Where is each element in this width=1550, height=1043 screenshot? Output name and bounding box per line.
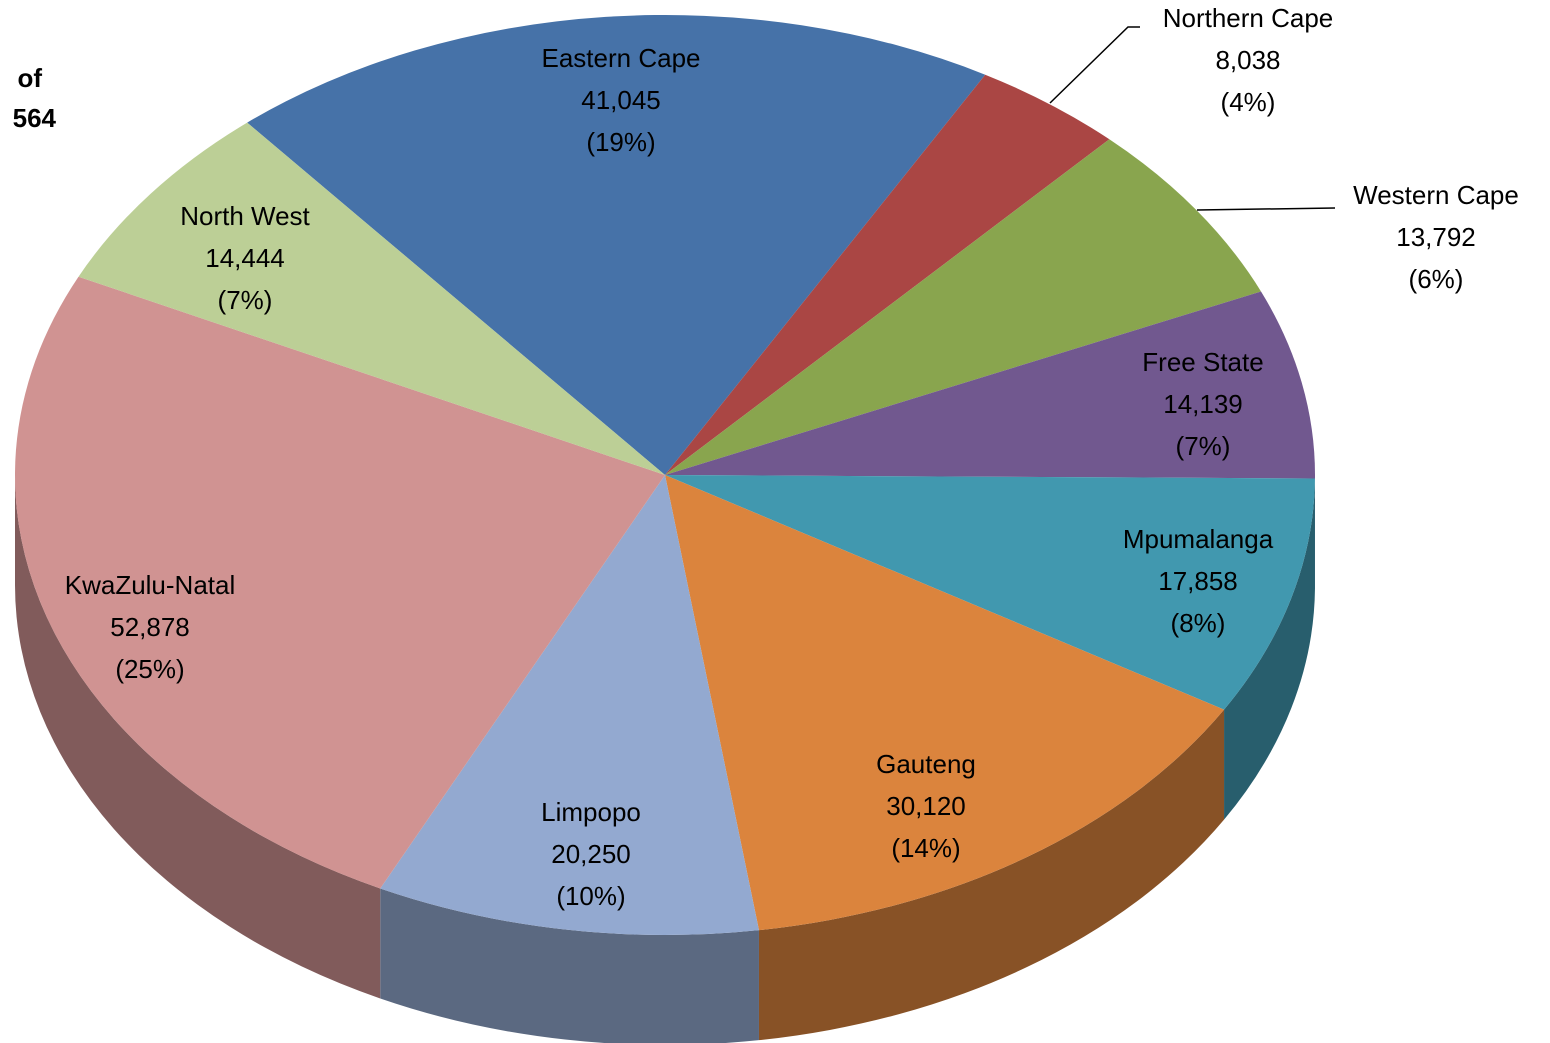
pie-slice [665, 475, 1225, 931]
percent-label: (14%) [891, 833, 960, 863]
percent-label: (10%) [556, 881, 625, 911]
value-label: 30,120 [886, 791, 966, 821]
value-label: 41,045 [581, 85, 661, 115]
pie-slice [380, 475, 759, 935]
slice-label: KwaZulu-Natal [65, 570, 236, 600]
pie-slice [665, 74, 1110, 475]
percent-label: (7%) [218, 285, 273, 315]
value-label: 14,444 [205, 243, 285, 273]
value-label: 13,792 [1396, 222, 1476, 252]
percent-label: (4%) [1221, 87, 1276, 117]
value-label: 8,038 [1215, 45, 1280, 75]
slice-label: Eastern Cape [542, 43, 701, 73]
percent-label: (8%) [1171, 608, 1226, 638]
slice-label: Free State [1142, 347, 1263, 377]
pie-slice [665, 139, 1262, 475]
value-label: 52,878 [110, 612, 190, 642]
pie-slice [247, 15, 986, 476]
pie-slice-side [380, 888, 759, 1043]
chart-title: of [17, 63, 42, 93]
percent-label: (7%) [1176, 431, 1231, 461]
pie-slice [15, 276, 666, 889]
value-label: 20,250 [551, 839, 631, 869]
value-label: 17,858 [1158, 566, 1238, 596]
pie-slice [78, 122, 666, 475]
percent-label: (6%) [1409, 264, 1464, 294]
slice-label: Gauteng [876, 749, 976, 779]
slice-label: North West [180, 201, 310, 231]
pie-slice-side [758, 709, 1225, 1041]
value-label: 14,139 [1163, 389, 1243, 419]
leader-line [1196, 207, 1336, 211]
pie-slice [665, 291, 1315, 479]
slice-label: Northern Cape [1163, 3, 1334, 33]
chart-title: 564 [13, 103, 57, 133]
percent-label: (25%) [115, 654, 184, 684]
slice-label: Mpumalanga [1123, 524, 1274, 554]
pie-slice [665, 475, 1315, 710]
leader-line [1049, 26, 1140, 104]
slice-label: Western Cape [1353, 180, 1519, 210]
slice-label: Limpopo [541, 797, 641, 827]
percent-label: (19%) [586, 127, 655, 157]
pie-slice-side [15, 475, 381, 999]
pie-slice-side [1224, 478, 1315, 820]
